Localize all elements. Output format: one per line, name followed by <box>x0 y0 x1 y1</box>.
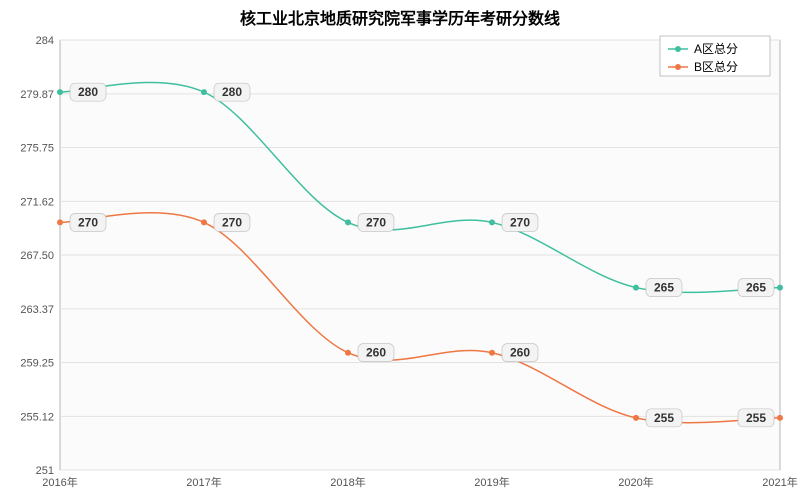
y-tick-label: 251 <box>36 465 54 477</box>
data-point <box>633 415 639 421</box>
data-label: 265 <box>746 281 766 295</box>
data-point <box>201 219 207 225</box>
data-point <box>57 219 63 225</box>
legend-label: B区总分 <box>694 60 738 74</box>
data-point <box>489 219 495 225</box>
data-label: 255 <box>654 411 674 425</box>
x-tick-label: 2017年 <box>186 475 221 489</box>
y-tick-label: 279.87 <box>20 89 54 101</box>
x-tick-label: 2018年 <box>330 475 365 489</box>
data-label: 255 <box>746 411 766 425</box>
y-tick-label: 284 <box>36 35 54 47</box>
data-point <box>777 415 783 421</box>
data-label: 260 <box>510 346 530 360</box>
y-tick-label: 263.37 <box>20 304 54 316</box>
legend-marker <box>675 64 681 70</box>
data-point <box>489 350 495 356</box>
legend-marker <box>675 46 681 52</box>
y-tick-label: 255.12 <box>20 411 54 423</box>
y-tick-label: 267.50 <box>20 250 54 262</box>
chart-svg: 251 255.12 259.25 263.37 267.50 271.62 275.75 2… <box>0 0 800 500</box>
data-point <box>201 89 207 95</box>
x-tick-label: 2020年 <box>618 475 653 489</box>
data-point <box>633 285 639 291</box>
data-label: 270 <box>222 215 242 229</box>
y-tick-label: 275.75 <box>20 143 54 155</box>
data-label: 280 <box>78 85 98 99</box>
legend-label: A区总分 <box>694 42 738 56</box>
data-label: 270 <box>510 215 530 229</box>
data-label: 265 <box>654 281 674 295</box>
data-label: 270 <box>78 215 98 229</box>
x-tick-label: 2016年 <box>42 475 77 489</box>
x-tick-label: 2019年 <box>474 475 509 489</box>
x-tick-label: 2021年 <box>762 475 797 489</box>
data-point <box>345 219 351 225</box>
data-label: 260 <box>366 346 386 360</box>
data-label: 270 <box>366 215 386 229</box>
data-point <box>777 285 783 291</box>
data-point <box>345 350 351 356</box>
y-tick-label: 271.62 <box>20 196 54 208</box>
chart-title: 核工业北京地质研究院军事学历年考研分数线 <box>240 9 560 28</box>
data-point <box>57 89 63 95</box>
chart-container: 251 255.12 259.25 263.37 267.50 271.62 275.75 2… <box>0 0 800 500</box>
data-label: 280 <box>222 85 242 99</box>
y-tick-label: 259.25 <box>20 358 54 370</box>
